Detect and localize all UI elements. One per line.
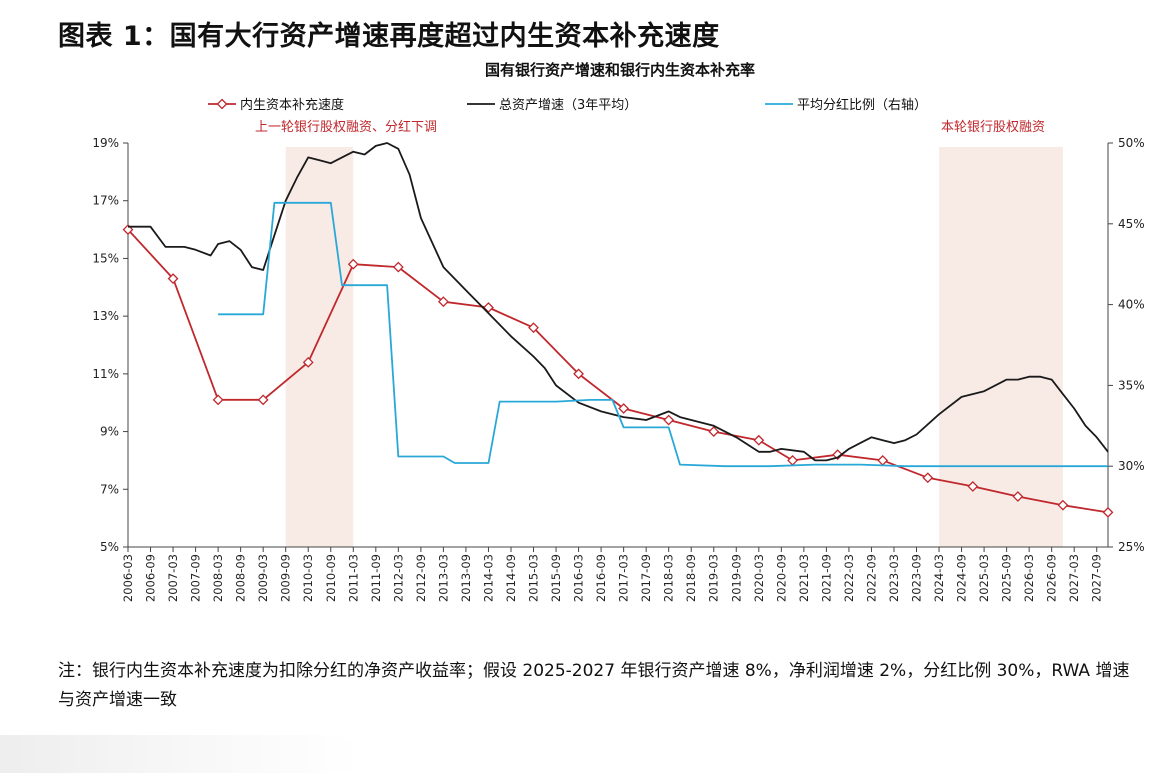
- y-left-tick-label: 9%: [100, 425, 119, 439]
- data-point-marker: [347, 258, 359, 270]
- data-point-marker: [212, 394, 224, 406]
- data-point-marker: [753, 434, 765, 446]
- y-left-tick-label: 13%: [92, 309, 119, 323]
- x-tick-label: 2017-03: [617, 554, 631, 602]
- y-left-tick-label: 15%: [92, 251, 119, 265]
- legend-label: 平均分红比例（右轴）: [797, 97, 927, 113]
- x-tick-label: 2021-09: [819, 554, 833, 602]
- x-tick-label: 2011-09: [369, 554, 383, 602]
- legend-label: 总资产增速（3年平均）: [499, 98, 637, 113]
- y-left-tick-label: 7%: [100, 482, 119, 496]
- y-right-tick-label: 40%: [1118, 298, 1145, 312]
- x-tick-label: 2022-09: [864, 554, 878, 602]
- data-point-marker: [708, 426, 720, 437]
- data-point-marker: [787, 455, 799, 466]
- x-tick-label: 2023-03: [887, 554, 901, 602]
- x-tick-label: 2026-03: [1022, 554, 1036, 602]
- y-right-tick-label: 30%: [1118, 459, 1145, 473]
- x-tick-label: 2013-03: [436, 554, 450, 602]
- data-point-marker: [257, 394, 269, 406]
- x-tick-label: 2019-03: [707, 554, 721, 602]
- data-point-marker: [528, 322, 539, 334]
- data-point-marker: [967, 480, 979, 492]
- shaded-region-label: 上一轮银行股权融资、分红下调: [255, 119, 437, 135]
- x-tick-label: 2023-09: [910, 554, 924, 602]
- x-tick-label: 2027-09: [1090, 554, 1104, 602]
- x-tick-label: 2007-03: [166, 554, 180, 602]
- x-tick-label: 2021-03: [797, 554, 811, 602]
- x-tick-label: 2017-09: [639, 554, 653, 602]
- x-tick-label: 2011-03: [346, 554, 360, 602]
- y-right-tick-label: 50%: [1118, 136, 1145, 150]
- page-edge-shadow: [0, 735, 360, 773]
- x-tick-label: 2013-09: [459, 554, 473, 602]
- footnote: 注：银行内生资本补充速度为扣除分红的净资产收益率；假设 2025-2027 年银…: [58, 661, 1130, 710]
- data-point-marker: [1012, 491, 1024, 502]
- data-point-marker: [1057, 499, 1069, 511]
- x-tick-label: 2014-03: [481, 554, 495, 602]
- y-right-tick-label: 25%: [1118, 540, 1145, 554]
- data-point-marker: [437, 296, 449, 308]
- x-tick-label: 2025-03: [977, 554, 991, 602]
- data-point-marker: [877, 455, 889, 466]
- x-tick-label: 2006-09: [144, 554, 158, 602]
- x-tick-label: 2009-09: [279, 554, 293, 602]
- data-point-marker: [663, 414, 675, 426]
- y-right-tick-label: 45%: [1118, 217, 1145, 231]
- x-tick-label: 2025-09: [1000, 554, 1014, 602]
- x-tick-label: 2019-09: [729, 554, 743, 602]
- x-tick-label: 2014-09: [504, 554, 518, 602]
- x-tick-label: 2016-09: [594, 554, 608, 602]
- x-tick-label: 2024-03: [932, 554, 946, 602]
- x-tick-label: 2022-03: [842, 554, 856, 602]
- data-point-marker: [618, 403, 630, 414]
- x-tick-label: 2006-03: [121, 554, 135, 602]
- x-tick-label: 2008-03: [211, 554, 225, 602]
- data-point-marker: [922, 472, 934, 484]
- x-tick-label: 2015-09: [549, 554, 563, 602]
- shaded-region: [285, 147, 354, 547]
- series-line: [218, 201, 1108, 468]
- x-tick-label: 2010-09: [324, 554, 338, 602]
- x-tick-label: 2024-09: [955, 554, 969, 602]
- x-tick-label: 2012-09: [414, 554, 428, 602]
- x-tick-label: 2008-09: [234, 554, 248, 602]
- x-tick-label: 2020-03: [752, 554, 766, 602]
- x-tick-label: 2027-03: [1067, 554, 1081, 602]
- legend-label: 内生资本补充速度: [240, 97, 344, 113]
- x-tick-label: 2009-03: [256, 554, 270, 602]
- data-point-marker: [392, 261, 404, 273]
- y-left-tick-label: 11%: [92, 367, 119, 381]
- y-left-tick-label: 5%: [100, 540, 119, 554]
- series-line: [128, 142, 1108, 462]
- legend-marker: [216, 98, 228, 110]
- data-point-marker: [573, 368, 584, 380]
- data-point-marker: [1102, 506, 1114, 518]
- x-tick-label: 2007-09: [189, 554, 203, 602]
- shaded-region-label: 本轮银行股权融资: [941, 119, 1045, 135]
- shaded-region: [939, 147, 1063, 547]
- data-point-marker: [302, 356, 314, 368]
- x-tick-label: 2015-03: [527, 554, 541, 602]
- y-left-tick-label: 19%: [92, 136, 119, 150]
- chart-title: 国有银行资产增速和银行内生资本补充率: [485, 61, 755, 79]
- y-right-tick-label: 35%: [1118, 378, 1145, 392]
- figure-title: 图表 1：国有大行资产增速再度超过内生资本补充速度: [58, 21, 720, 52]
- y-left-tick-label: 17%: [92, 194, 119, 208]
- x-tick-label: 2012-03: [391, 554, 405, 602]
- x-tick-label: 2020-09: [774, 554, 788, 602]
- x-tick-label: 2026-09: [1045, 554, 1059, 602]
- x-tick-label: 2018-09: [684, 554, 698, 602]
- x-tick-label: 2016-03: [572, 554, 586, 602]
- x-tick-label: 2010-03: [301, 554, 315, 602]
- x-tick-label: 2018-03: [662, 554, 676, 602]
- data-point-marker: [167, 273, 179, 285]
